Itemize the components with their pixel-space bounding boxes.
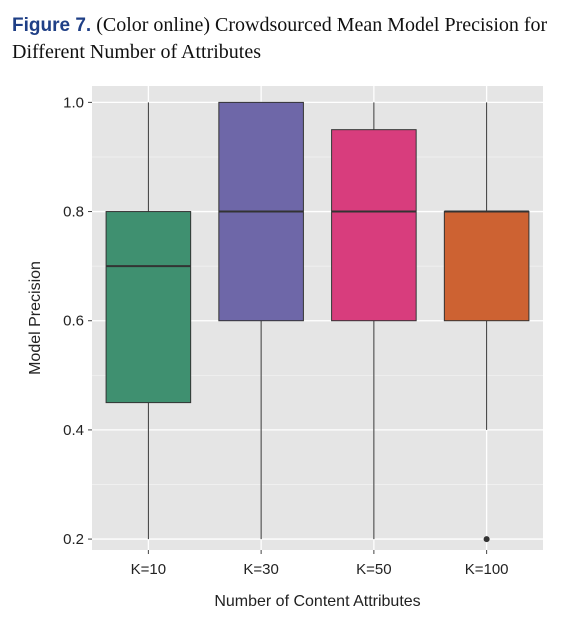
box-body xyxy=(331,129,417,322)
y-tick-label: 0.8 xyxy=(63,204,84,221)
box-k10 xyxy=(105,102,192,540)
y-tick-label: 1.0 xyxy=(63,94,84,111)
box-k100 xyxy=(443,102,530,543)
x-axis-title: Number of Content Attributes xyxy=(214,593,420,610)
y-tick-label: 0.2 xyxy=(63,531,84,548)
box-k30 xyxy=(218,101,304,540)
y-axis: 0.2 0.4 0.6 0.8 1.0 xyxy=(63,94,92,548)
x-tick-label: K=30 xyxy=(243,561,278,578)
x-tick-label: K=10 xyxy=(131,561,166,578)
figure-caption: Figure 7. (Color online) Crowdsourced Me… xyxy=(12,12,552,65)
y-tick-label: 0.4 xyxy=(63,422,84,439)
box-body xyxy=(105,211,192,404)
y-axis-title: Model Precision xyxy=(27,261,44,375)
x-axis: K=10 K=30 K=50 K=100 xyxy=(131,550,509,578)
box-series xyxy=(105,101,530,543)
x-tick-label: K=50 xyxy=(356,561,391,578)
figure-label: Figure 7. xyxy=(12,15,92,36)
y-tick-label: 0.6 xyxy=(63,313,84,330)
outlier-point xyxy=(483,536,490,543)
box-body xyxy=(443,211,530,322)
figure-caption-text: (Color online) Crowdsourced Mean Model P… xyxy=(12,14,548,63)
x-tick-label: K=100 xyxy=(465,561,509,578)
box-k50 xyxy=(331,102,417,540)
